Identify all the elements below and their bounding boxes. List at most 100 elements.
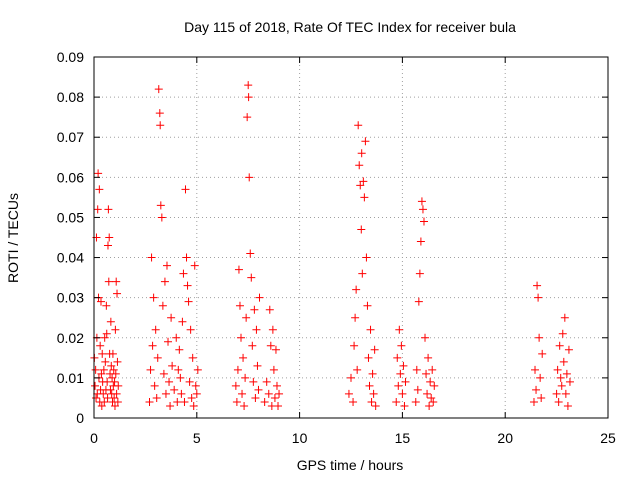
data-point <box>162 261 171 270</box>
data-point <box>264 389 273 398</box>
data-point <box>183 281 192 290</box>
data-point <box>97 401 106 410</box>
data-point <box>274 401 283 410</box>
data-point <box>366 325 375 334</box>
data-point <box>168 361 177 370</box>
data-point <box>157 213 166 222</box>
data-point <box>553 365 562 374</box>
data-point <box>260 397 269 406</box>
y-tick-label: 0 <box>76 410 84 426</box>
x-tick-labels: 0 5 10 15 20 25 <box>90 430 616 446</box>
data-point <box>156 121 165 130</box>
data-point <box>91 365 100 374</box>
data-point <box>417 197 426 206</box>
data-point <box>349 397 358 406</box>
data-point <box>246 249 255 258</box>
data-point <box>111 325 120 334</box>
data-point <box>241 373 250 382</box>
data-point <box>415 269 424 278</box>
data-point <box>166 401 175 410</box>
data-point <box>106 385 115 394</box>
data-point <box>351 313 360 322</box>
data-point <box>95 185 104 194</box>
data-point <box>251 393 260 402</box>
data-point <box>104 205 113 214</box>
data-point <box>147 253 156 262</box>
data-point <box>181 185 190 194</box>
data-point <box>370 345 379 354</box>
data-point <box>538 349 547 358</box>
data-point <box>392 397 401 406</box>
data-point <box>271 345 280 354</box>
data-point <box>155 109 164 118</box>
data-point <box>180 397 189 406</box>
data-point <box>185 377 194 386</box>
data-point <box>555 341 564 350</box>
data-point <box>145 397 154 406</box>
data-point <box>397 341 406 350</box>
data-point <box>96 297 105 306</box>
data-point <box>250 305 259 314</box>
data-point <box>244 81 253 90</box>
data-point <box>97 369 106 378</box>
data-point <box>558 329 567 338</box>
data-point <box>94 169 103 178</box>
data-point <box>232 397 241 406</box>
data-point <box>401 377 410 386</box>
data-point <box>167 313 176 322</box>
x-tick-label: 10 <box>292 430 308 446</box>
y-axis-title: ROTI / TECUs <box>5 193 21 283</box>
data-point <box>247 273 256 282</box>
y-tick-label: 0.09 <box>57 49 84 65</box>
data-point <box>536 373 545 382</box>
data-point <box>103 241 112 250</box>
data-point <box>172 333 181 342</box>
data-point <box>149 293 158 302</box>
data-point <box>534 293 543 302</box>
data-point <box>233 365 242 374</box>
data-point <box>275 389 284 398</box>
data-point <box>427 393 436 402</box>
data-point <box>561 389 570 398</box>
data-point <box>554 397 563 406</box>
data-point <box>104 277 113 286</box>
data-point <box>243 113 252 122</box>
data-point <box>98 349 107 358</box>
data-point <box>173 397 182 406</box>
data-point <box>358 269 367 278</box>
data-point <box>192 389 201 398</box>
data-point <box>400 401 409 410</box>
data-point <box>424 353 433 362</box>
data-point <box>357 149 366 158</box>
data-point <box>419 217 428 226</box>
data-point <box>429 397 438 406</box>
x-axis-title: GPS time / hours <box>297 457 404 473</box>
axis-ticks <box>93 56 609 419</box>
data-point <box>562 369 571 378</box>
data-point <box>237 333 246 342</box>
data-point <box>552 389 561 398</box>
data-point <box>91 381 100 390</box>
data-point <box>240 401 249 410</box>
data-point <box>364 353 373 362</box>
data-point <box>371 401 380 410</box>
grid-lines <box>94 57 608 418</box>
data-point <box>93 205 102 214</box>
data-point <box>262 377 271 386</box>
data-point <box>99 389 108 398</box>
data-point <box>563 401 572 410</box>
data-point <box>101 357 110 366</box>
data-point <box>353 365 362 374</box>
data-point <box>430 381 439 390</box>
data-point <box>248 341 257 350</box>
data-point <box>176 373 185 382</box>
data-point <box>153 353 162 362</box>
data-point <box>175 345 184 354</box>
data-point <box>270 393 279 402</box>
data-point <box>425 401 434 410</box>
data-point <box>268 325 277 334</box>
data-point <box>393 353 402 362</box>
data-point <box>235 301 244 310</box>
data-point <box>151 325 160 334</box>
